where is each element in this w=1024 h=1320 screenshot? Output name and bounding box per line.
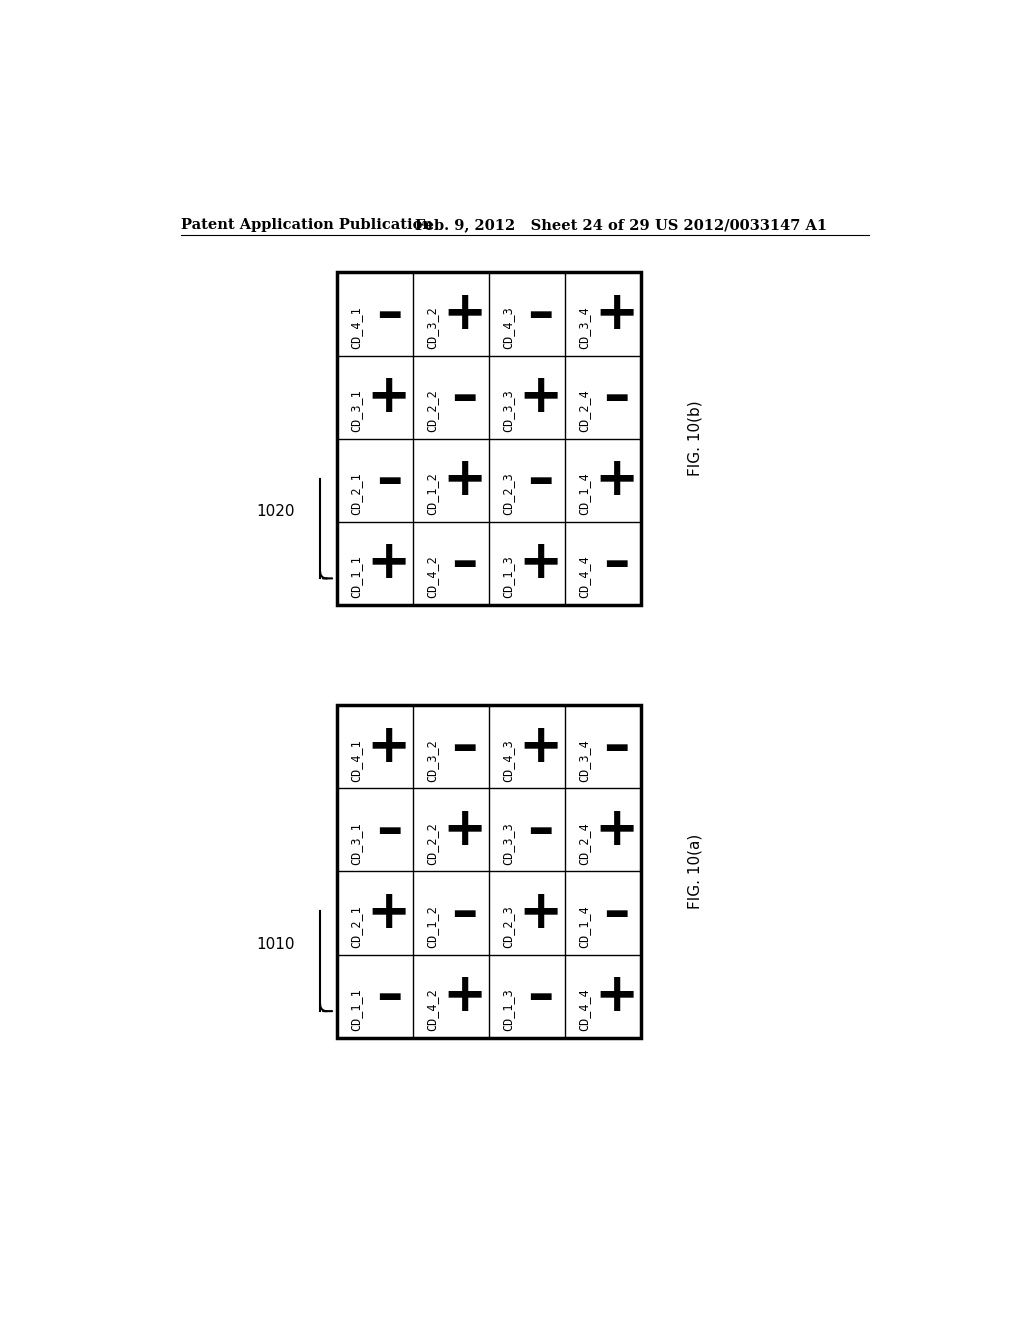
Text: +: +	[442, 454, 487, 507]
Text: +: +	[595, 970, 639, 1022]
Text: CD_4_3: CD_4_3	[502, 739, 515, 781]
Text: CD_2_3: CD_2_3	[502, 906, 515, 948]
Text: –: –	[376, 288, 402, 341]
Text: CD_1_4: CD_1_4	[578, 473, 591, 515]
Text: –: –	[376, 970, 402, 1022]
Text: 1020: 1020	[256, 504, 294, 519]
Text: –: –	[452, 371, 478, 424]
Text: +: +	[519, 721, 563, 772]
FancyBboxPatch shape	[337, 705, 641, 1038]
Text: CD_2_2: CD_2_2	[426, 822, 438, 865]
Text: CD_1_4: CD_1_4	[578, 906, 591, 948]
Text: +: +	[595, 454, 639, 507]
Text: CD_4_1: CD_4_1	[350, 306, 362, 348]
Text: +: +	[519, 371, 563, 424]
Text: –: –	[452, 537, 478, 590]
Text: CD_3_3: CD_3_3	[502, 822, 515, 865]
Text: FIG. 10(a): FIG. 10(a)	[688, 834, 702, 909]
Text: +: +	[367, 887, 411, 939]
Text: –: –	[527, 804, 554, 855]
Text: CD_4_1: CD_4_1	[350, 739, 362, 781]
Text: +: +	[367, 537, 411, 590]
Text: CD_3_2: CD_3_2	[426, 739, 438, 781]
Text: CD_1_2: CD_1_2	[426, 906, 438, 948]
Text: CD_2_3: CD_2_3	[502, 473, 515, 515]
Text: CD_1_3: CD_1_3	[502, 556, 515, 598]
Text: CD_3_4: CD_3_4	[578, 739, 591, 781]
Text: +: +	[595, 804, 639, 855]
Text: +: +	[519, 887, 563, 939]
Text: +: +	[442, 288, 487, 341]
Text: –: –	[376, 454, 402, 507]
Text: CD_3_1: CD_3_1	[350, 822, 362, 865]
Text: CD_2_1: CD_2_1	[350, 906, 362, 948]
FancyBboxPatch shape	[337, 272, 641, 605]
Text: –: –	[603, 887, 630, 939]
Text: –: –	[452, 721, 478, 772]
Text: CD_1_1: CD_1_1	[350, 556, 362, 598]
Text: –: –	[527, 288, 554, 341]
Text: +: +	[367, 721, 411, 772]
Text: –: –	[527, 454, 554, 507]
Text: CD_4_4: CD_4_4	[578, 989, 591, 1031]
Text: CD_3_3: CD_3_3	[502, 389, 515, 432]
Text: CD_4_4: CD_4_4	[578, 556, 591, 598]
Text: CD_2_2: CD_2_2	[426, 389, 438, 432]
Text: CD_2_4: CD_2_4	[578, 389, 591, 432]
Text: +: +	[519, 537, 563, 590]
Text: FIG. 10(b): FIG. 10(b)	[688, 401, 702, 477]
Text: –: –	[452, 887, 478, 939]
Text: US 2012/0033147 A1: US 2012/0033147 A1	[655, 218, 827, 232]
Text: CD_4_3: CD_4_3	[502, 306, 515, 348]
Text: Feb. 9, 2012   Sheet 24 of 29: Feb. 9, 2012 Sheet 24 of 29	[415, 218, 649, 232]
Text: CD_4_2: CD_4_2	[426, 989, 438, 1031]
Text: –: –	[376, 804, 402, 855]
Text: –: –	[527, 970, 554, 1022]
Text: CD_1_2: CD_1_2	[426, 473, 438, 515]
Text: –: –	[603, 371, 630, 424]
Text: +: +	[367, 371, 411, 424]
Text: –: –	[603, 721, 630, 772]
Text: CD_3_1: CD_3_1	[350, 389, 362, 432]
Text: CD_1_1: CD_1_1	[350, 989, 362, 1031]
Text: –: –	[603, 537, 630, 590]
Text: CD_1_3: CD_1_3	[502, 989, 515, 1031]
Text: CD_2_1: CD_2_1	[350, 473, 362, 515]
Text: +: +	[442, 804, 487, 855]
Text: +: +	[595, 288, 639, 341]
Text: 1010: 1010	[256, 937, 294, 952]
Text: +: +	[442, 970, 487, 1022]
Text: CD_3_4: CD_3_4	[578, 306, 591, 348]
Text: Patent Application Publication: Patent Application Publication	[180, 218, 433, 232]
Text: CD_3_2: CD_3_2	[426, 306, 438, 348]
Text: CD_2_4: CD_2_4	[578, 822, 591, 865]
Text: CD_4_2: CD_4_2	[426, 556, 438, 598]
